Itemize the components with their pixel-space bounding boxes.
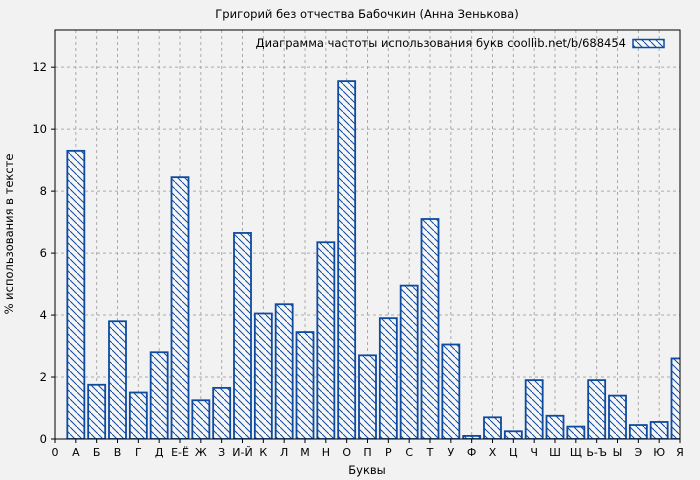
legend-label: Диаграмма частоты использования букв coo… [256, 36, 626, 50]
bar-Ы [608, 394, 627, 439]
x-tick-label: Ц [509, 446, 518, 459]
x-axis-label: Буквы [348, 463, 386, 477]
y-tick-label: 2 [40, 370, 47, 384]
bar-О [337, 80, 357, 439]
y-tick-label: 8 [40, 184, 47, 198]
bar-А [66, 149, 86, 439]
bar-Т [420, 218, 440, 439]
y-axis-label: % использования в тексте [2, 154, 16, 315]
chart-title: Григорий без отчества Бабочкин (Анна Зен… [215, 7, 518, 21]
bar-С [399, 284, 419, 439]
bar-Х [483, 416, 502, 439]
x-tick-label: Ф [467, 446, 476, 459]
x-tick-label: Н [322, 446, 330, 459]
axis-layer: 0 А Б В Г Д Е-Ё Ж З И-Й К Л М Н О П Р С Т У Ф Х Ц Ч Ш Щ Ь-Ъ Ы Э Ю Я024… [32, 60, 683, 459]
x-tick-label: Б [93, 446, 101, 459]
bar-Я [670, 357, 680, 439]
bar-Э [628, 424, 648, 439]
x-tick-label: М [300, 446, 310, 459]
x-tick-label: Э [634, 446, 642, 459]
x-tick-label: Т [426, 446, 434, 459]
x-tick-label: К [259, 446, 267, 459]
y-tick-label: 0 [40, 432, 47, 446]
bar-Щ [566, 425, 586, 439]
y-tick-label: 10 [32, 122, 47, 136]
bar-Ц [503, 430, 523, 439]
x-tick-label: П [363, 446, 371, 459]
bars-layer [66, 80, 680, 439]
bar-М [295, 331, 315, 439]
bar-Р [378, 317, 398, 439]
bar-Г [128, 391, 148, 439]
bar-Б [87, 383, 107, 439]
x-tick-label: 0 [52, 446, 59, 459]
bar-Е-Ё [170, 176, 190, 439]
bar-Ш [545, 414, 565, 439]
bar-Ф [462, 435, 482, 439]
y-tick-label: 12 [32, 60, 47, 74]
x-tick-label: О [342, 446, 351, 459]
y-tick-label: 4 [40, 308, 47, 322]
x-tick-label: Р [385, 446, 392, 459]
x-tick-label: Ь-Ъ [586, 446, 607, 459]
x-tick-label: Л [280, 446, 288, 459]
bar-У [441, 343, 461, 439]
x-tick-label: А [72, 446, 80, 459]
x-tick-label: Х [489, 446, 497, 459]
bar-Ю [649, 421, 669, 439]
x-tick-label: Е-Ё [171, 446, 189, 459]
bar-В [108, 320, 127, 439]
x-tick-label: Ы [613, 446, 623, 459]
x-tick-label: Ч [530, 446, 538, 459]
bar-Д [149, 351, 169, 439]
x-tick-label: Д [155, 446, 164, 459]
legend: Диаграмма частоты использования букв coo… [256, 36, 665, 50]
y-tick-label: 6 [40, 246, 47, 260]
bar-З [212, 386, 232, 439]
x-tick-label: Ю [653, 446, 665, 459]
bar-К [253, 312, 273, 439]
bar-И-Й [233, 232, 252, 439]
x-tick-label: И-Й [232, 446, 252, 459]
x-tick-label: С [405, 446, 413, 459]
x-tick-label: В [114, 446, 122, 459]
bar-Л [274, 303, 294, 439]
x-tick-label: Г [135, 446, 142, 459]
grid-layer [55, 30, 681, 439]
x-tick-label: Я [676, 446, 684, 459]
x-tick-label: Ш [549, 446, 561, 459]
legend-swatch [632, 38, 665, 49]
x-tick-label: Щ [570, 446, 582, 459]
x-tick-label: Ж [195, 446, 207, 459]
bar-Ь-Ъ [587, 379, 607, 439]
x-tick-label: У [447, 446, 454, 459]
bar-П [358, 354, 377, 439]
bar-Ж [191, 399, 211, 439]
bar-Н [316, 241, 336, 439]
x-tick-label: З [218, 446, 225, 459]
bar-Ч [524, 379, 544, 439]
